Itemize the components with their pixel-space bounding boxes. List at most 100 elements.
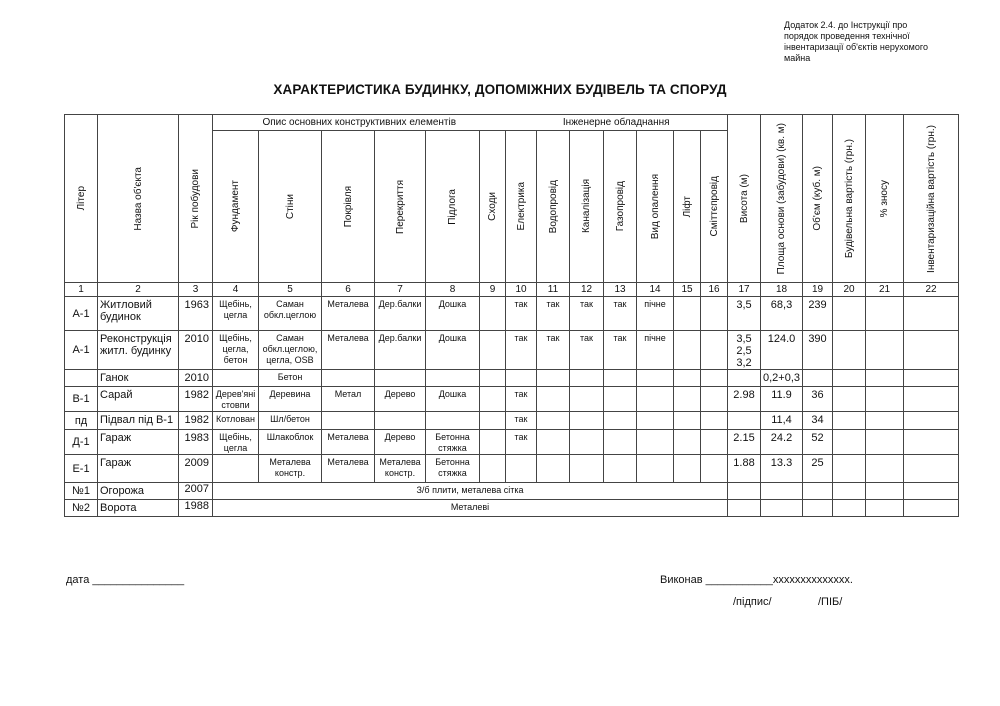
table-row: Д-1 Гараж 1983 Щебінь, цегла Шлакоблок Метале…: [64, 429, 959, 455]
table-cell: Дерев'яні стовпи: [212, 386, 259, 412]
table-cell: так: [536, 330, 570, 370]
table-cell: Ворота: [97, 499, 179, 517]
table-cell: Металева: [321, 454, 375, 483]
table-cell: Сарай: [97, 386, 179, 412]
table-cell: [636, 369, 674, 387]
table-cell: 2.98: [727, 386, 761, 412]
table-row: пд Підвал під В-1 1982 Котлован Шл/бетон так 1…: [64, 411, 959, 430]
column-header-label: Висота (м): [738, 173, 750, 224]
table-cell: Дер.балки: [374, 330, 426, 370]
table-cell: [865, 369, 904, 387]
table-cell: [903, 369, 959, 387]
table-cell: [321, 369, 375, 387]
table-cell: 13.3: [760, 454, 803, 483]
table-cell: [865, 454, 904, 483]
column-number: 9: [479, 282, 506, 297]
table-cell: [673, 330, 701, 370]
table-cell: [479, 454, 506, 483]
table-cell: [865, 330, 904, 370]
table-cell: [903, 330, 959, 370]
column-number: 1: [64, 282, 98, 297]
table-cell: 2009: [178, 454, 213, 483]
table-cell: Металева: [321, 429, 375, 455]
table-cell: [569, 386, 604, 412]
table-cell: 11.9: [760, 386, 803, 412]
table-cell: [536, 454, 570, 483]
table-cell: так: [505, 429, 537, 455]
column-header-label: Каналізація: [581, 179, 592, 234]
table-cell: [425, 369, 480, 387]
table-cell: [832, 482, 866, 500]
table-cell: [479, 386, 506, 412]
table-cell: 1982: [178, 411, 213, 430]
table-cell: [673, 296, 701, 331]
table-cell: 1963: [178, 296, 213, 331]
column-header: Висота (м): [727, 114, 761, 283]
table-row: №2 Ворота 1988 Металеві: [64, 499, 959, 517]
table-row: В-1 Сарай 1982 Дерев'яні стовпи Деревина Мета…: [64, 386, 959, 412]
table-cell: А-1: [64, 330, 98, 370]
table-cell: так: [505, 296, 537, 331]
column-number: 19: [802, 282, 833, 297]
column-number: 3: [178, 282, 213, 297]
table-row: А-1 Реконструкція житл. будинку 2010 Щебінь…: [64, 330, 959, 370]
table-cell: [760, 482, 803, 500]
table-cell: Котлован: [212, 411, 259, 430]
table-cell: [673, 386, 701, 412]
table-cell: Е-1: [64, 454, 98, 483]
table-cell: [727, 482, 761, 500]
table-cell: Металеві: [212, 499, 728, 517]
column-header-label: Ліфт: [681, 195, 693, 218]
column-header-label: Підлога: [447, 188, 458, 225]
table-cell: Реконструкція житл. будинку: [97, 330, 179, 370]
table-cell: Дошка: [425, 330, 480, 370]
column-header: Будівельна вартість (грн.): [832, 114, 866, 283]
table-cell: [673, 429, 701, 455]
table-cell: [832, 369, 866, 387]
column-header: Вид опалення: [636, 130, 674, 283]
column-header: Сміттєпровід: [700, 130, 728, 283]
table-row: Е-1 Гараж 2009 Металева констр. Металева Мета…: [64, 454, 959, 483]
signature-label: /підпис/: [733, 596, 772, 608]
column-header: Водопровід: [536, 130, 570, 283]
table-cell: [479, 369, 506, 387]
table-cell: [865, 482, 904, 500]
table-cell: Підвал під В-1: [97, 411, 179, 430]
table-cell: пічне: [636, 330, 674, 370]
table-cell: Металева: [321, 330, 375, 370]
header-row: Фундамент Стіни Покрівля Перекриття Підлога С…: [65, 130, 959, 283]
column-number: 11: [536, 282, 570, 297]
table-cell: [636, 386, 674, 412]
table-cell: [505, 369, 537, 387]
column-header-label: Об'єм (куб. м): [812, 166, 823, 231]
table-cell: З/б плити, металева сітка: [212, 482, 728, 500]
table-cell: Бетон: [258, 369, 322, 387]
table-cell: [865, 499, 904, 517]
column-header: Перекриття: [374, 130, 426, 283]
column-number: 4: [212, 282, 259, 297]
table-cell: [479, 411, 506, 430]
table-cell: 1983: [178, 429, 213, 455]
table-cell: 2.15: [727, 429, 761, 455]
table-cell: Д-1: [64, 429, 98, 455]
column-number: 7: [374, 282, 426, 297]
column-number: 13: [603, 282, 637, 297]
table-cell: Саман обкл.цеглою: [258, 296, 322, 331]
column-number: 15: [673, 282, 701, 297]
table-cell: так: [505, 330, 537, 370]
table-cell: 124.0: [760, 330, 803, 370]
appendix-note: Додаток 2.4. до Інструкції про порядок п…: [784, 20, 928, 63]
table-cell: так: [569, 330, 604, 370]
table-cell: [832, 429, 866, 455]
table-cell: [505, 454, 537, 483]
column-header-label: Сходи: [487, 192, 498, 221]
table-cell: так: [569, 296, 604, 331]
table-cell: 1982: [178, 386, 213, 412]
column-number: 8: [425, 282, 480, 297]
table-cell: [802, 369, 833, 387]
table-cell: [903, 499, 959, 517]
table-cell: 390: [802, 330, 833, 370]
group-header-engineering: Інженерне обладнання: [505, 114, 728, 131]
table-cell: Металева: [321, 296, 375, 331]
column-number: 12: [569, 282, 604, 297]
